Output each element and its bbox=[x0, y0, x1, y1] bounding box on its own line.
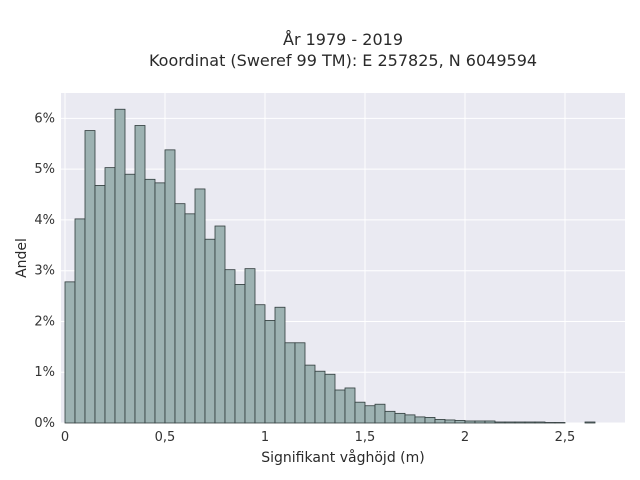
x-tick-label: 2,5 bbox=[555, 430, 576, 445]
histogram-bar bbox=[94, 184, 106, 424]
x-axis-label: Signifikant våghöjd (m) bbox=[261, 449, 424, 466]
histogram-bar bbox=[554, 422, 566, 424]
histogram-bar bbox=[114, 108, 126, 424]
histogram-bar bbox=[334, 389, 346, 424]
histogram-bar bbox=[384, 410, 396, 424]
histogram-bar bbox=[244, 268, 256, 424]
histogram-bar bbox=[374, 403, 386, 424]
histogram-bar bbox=[274, 306, 286, 424]
y-axis-ticks: 0% 1% 2% 3% 4% 5% 6% bbox=[34, 111, 55, 431]
histogram-bar bbox=[464, 420, 476, 424]
histogram-bar bbox=[474, 420, 486, 424]
histogram-bar bbox=[484, 420, 496, 424]
histogram-bar bbox=[344, 387, 356, 424]
histogram-bar bbox=[214, 225, 226, 424]
histogram-bar bbox=[104, 167, 116, 424]
chart-title-line-1: År 1979 - 2019 bbox=[283, 30, 403, 49]
x-tick-label: 0 bbox=[61, 430, 69, 445]
histogram-bar bbox=[134, 125, 146, 424]
histogram-bar bbox=[74, 218, 86, 424]
y-tick-label: 6% bbox=[34, 111, 55, 126]
x-tick-label: 2 bbox=[461, 430, 469, 445]
y-tick-label: 1% bbox=[34, 365, 55, 380]
histogram-bar bbox=[204, 238, 216, 424]
histogram-bar bbox=[184, 213, 196, 424]
histogram-bar bbox=[354, 401, 366, 424]
histogram-bar bbox=[304, 364, 316, 424]
histogram-bar bbox=[234, 283, 246, 424]
histogram-bar bbox=[264, 320, 276, 424]
histogram-bar bbox=[444, 419, 456, 424]
histogram-bar bbox=[84, 130, 96, 424]
x-axis-ticks: 0 0,5 1 1,5 2 2,5 bbox=[61, 430, 575, 445]
histogram-bar bbox=[414, 416, 426, 424]
histogram-bar bbox=[124, 173, 136, 424]
histogram-bar bbox=[434, 419, 446, 424]
histogram-bar bbox=[394, 412, 406, 424]
histogram-bar bbox=[404, 414, 416, 424]
histogram-bar bbox=[534, 421, 546, 424]
histogram-bar bbox=[294, 342, 306, 424]
histogram-bar bbox=[494, 421, 506, 424]
histogram-bar bbox=[64, 281, 76, 424]
y-tick-label: 2% bbox=[34, 314, 55, 329]
histogram-bar bbox=[584, 421, 596, 424]
x-tick-label: 1 bbox=[261, 430, 269, 445]
histogram-bar bbox=[224, 269, 236, 424]
y-tick-label: 4% bbox=[34, 213, 55, 228]
histogram-bar bbox=[324, 373, 336, 424]
histogram-bar bbox=[254, 304, 266, 424]
histogram-bar bbox=[424, 417, 436, 424]
histogram-bar bbox=[194, 188, 206, 424]
x-tick-label: 0,5 bbox=[155, 430, 176, 445]
y-tick-label: 5% bbox=[34, 162, 55, 177]
histogram-bar bbox=[154, 182, 166, 424]
histogram-bar bbox=[314, 370, 326, 424]
x-tick-label: 1,5 bbox=[355, 430, 376, 445]
histogram-bar bbox=[284, 342, 296, 424]
histogram-bar bbox=[544, 422, 556, 424]
y-axis-label: Andel bbox=[14, 238, 30, 278]
histogram-bar bbox=[454, 420, 466, 424]
histogram-bar bbox=[524, 421, 536, 424]
histogram-bar bbox=[144, 178, 156, 424]
histogram-bar bbox=[364, 405, 376, 424]
histogram-bar bbox=[514, 421, 526, 424]
histogram-bar bbox=[504, 421, 516, 424]
y-tick-label: 0% bbox=[34, 416, 55, 431]
chart-title-line-2: Koordinat (Sweref 99 TM): E 257825, N 60… bbox=[149, 51, 537, 70]
y-tick-label: 3% bbox=[34, 264, 55, 279]
histogram-bar bbox=[174, 203, 186, 424]
histogram-bars bbox=[64, 108, 596, 424]
histogram-bar bbox=[164, 149, 176, 424]
